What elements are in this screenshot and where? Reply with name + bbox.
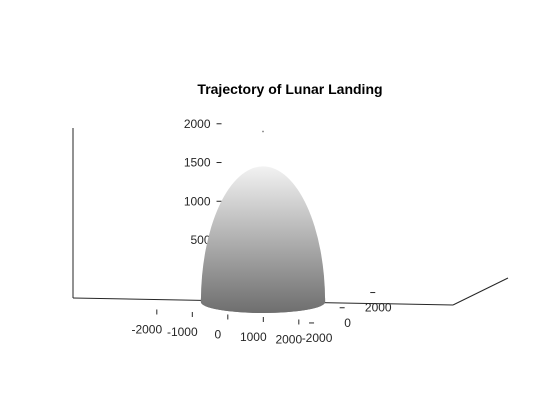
plot-content [200,130,326,313]
z-tick-label: 2000 [184,117,211,131]
x-tick-label: 2000 [275,332,302,346]
x-tick-label: 1000 [240,330,267,344]
x-tick-label: -1000 [167,325,198,339]
y-tick-label: 2000 [365,301,392,315]
trajectory-point [262,130,264,133]
x-ticks: -2000 -1000 0 1000 2000 [131,309,302,346]
z-tick-label: 500 [191,233,211,247]
hemisphere-surface [200,166,326,313]
z-tick-label: 1500 [184,156,211,170]
y-tick-label: 0 [344,316,351,330]
x-tick-label: 0 [214,327,221,341]
y-tick-label: -2000 [302,331,333,345]
x-tick-label: -2000 [131,322,162,336]
chart-title: Trajectory of Lunar Landing [197,81,382,97]
y-ticks: -2000 0 2000 [302,292,392,345]
z-tick-label: 1000 [184,194,211,208]
y-axis-line [452,277,509,306]
